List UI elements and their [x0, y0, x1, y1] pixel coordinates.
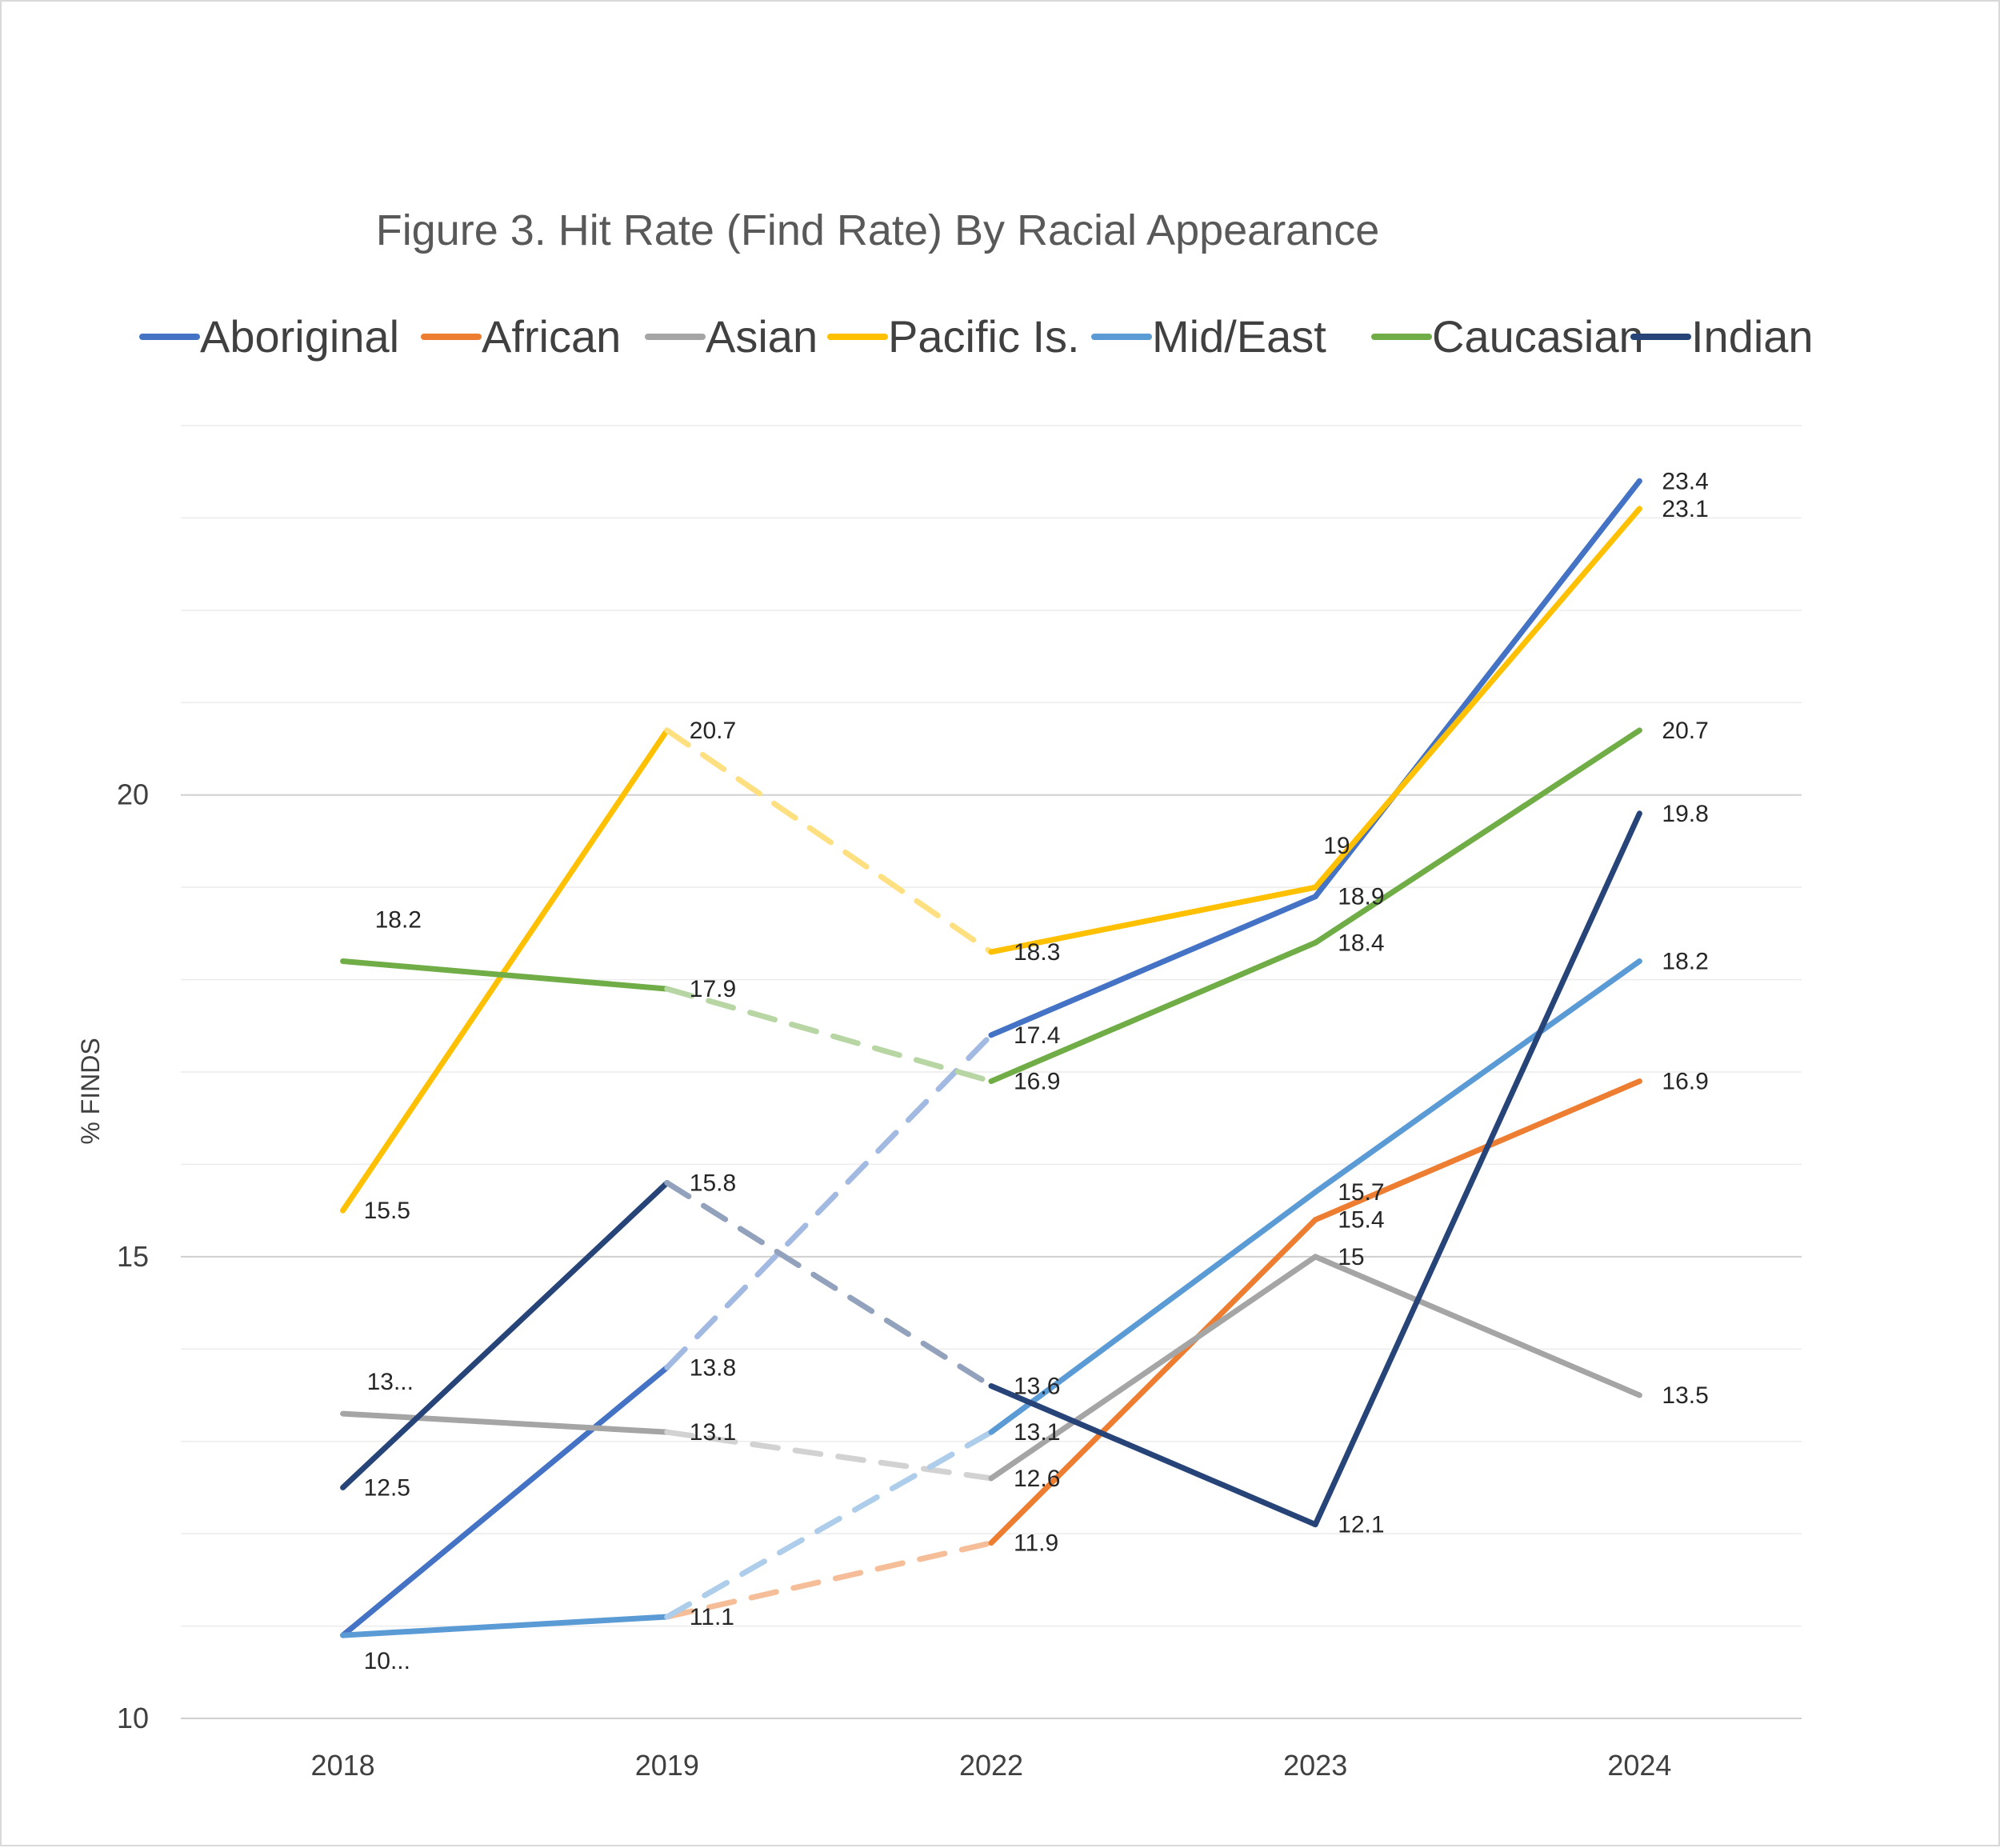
- data-label: 23.1: [1662, 496, 1708, 522]
- series-segment: [988, 1217, 1318, 1546]
- data-label: 19: [1323, 833, 1350, 859]
- data-label: 10...: [364, 1648, 410, 1674]
- series-lines: [340, 478, 1642, 1638]
- series-segment: [340, 727, 670, 1214]
- series-group: [340, 478, 1642, 1638]
- x-tick-label: 2024: [1607, 1749, 1671, 1782]
- series-group: [340, 506, 1642, 1214]
- series-segment: [1312, 1254, 1642, 1398]
- series-segment: [1312, 958, 1642, 1195]
- legend-entry: Asian: [706, 311, 818, 362]
- data-label: 15.8: [690, 1170, 736, 1197]
- data-label: 18.2: [1662, 948, 1708, 974]
- legend-entry: Aboriginal: [200, 311, 399, 362]
- data-label: 18.4: [1338, 930, 1384, 956]
- data-label: 20.7: [1662, 718, 1708, 744]
- series-segment: [340, 1180, 670, 1490]
- y-tick-label: 10: [117, 1702, 149, 1734]
- series-group: [664, 1078, 1642, 1620]
- data-label: 20.7: [690, 718, 736, 744]
- series-segment: [988, 1254, 1318, 1482]
- legend-entry: Pacific Is.: [888, 311, 1080, 362]
- series-segment-dashed: [664, 986, 994, 1085]
- data-label: 17.9: [690, 976, 736, 1002]
- x-tick-label: 2018: [311, 1749, 375, 1782]
- data-label: 23.4: [1662, 468, 1708, 494]
- x-tick-label: 2023: [1283, 1749, 1347, 1782]
- series-segment-dashed: [664, 1429, 994, 1620]
- data-label: 13.1: [690, 1419, 736, 1446]
- series-segment-dashed: [664, 1540, 994, 1620]
- series-segment-dashed: [664, 1180, 994, 1389]
- series-segment: [1312, 810, 1642, 1528]
- chart-title: Figure 3. Hit Rate (Find Rate) By Racial…: [376, 206, 1380, 254]
- data-label: 11.9: [1014, 1530, 1058, 1557]
- series-group: [340, 1254, 1642, 1482]
- data-label: 12.6: [1014, 1466, 1060, 1492]
- data-label: 17.4: [1014, 1022, 1060, 1049]
- data-label: 18.2: [375, 906, 422, 933]
- series-group: [340, 727, 1642, 1085]
- data-label: 15.4: [1338, 1207, 1384, 1234]
- legend-entry: African: [482, 311, 621, 362]
- y-tick-label: 15: [117, 1240, 149, 1273]
- x-tick-label: 2019: [635, 1749, 699, 1782]
- legend: Aboriginal African Asian Pacific Is. Mid/Eas…: [139, 311, 1814, 362]
- legend-entry: Indian: [1691, 311, 1814, 362]
- data-label: 13.1: [1014, 1419, 1060, 1446]
- series-segment-dashed: [664, 1032, 994, 1370]
- series-segment: [340, 958, 670, 992]
- data-label: 15.5: [364, 1198, 410, 1224]
- data-label: 13.6: [1014, 1373, 1060, 1399]
- series-segment: [1312, 506, 1642, 890]
- data-label: 16.9: [1662, 1069, 1708, 1095]
- series-segment: [340, 1410, 670, 1435]
- data-label: 13.5: [1662, 1382, 1708, 1409]
- x-tick-label: 2022: [959, 1749, 1023, 1782]
- data-labels: 10... 13.8 17.4 18.9 23.4 11.9 15.4 16.9 13... 13…: [364, 468, 1709, 1674]
- data-label: 18.9: [1338, 884, 1384, 910]
- series-segment: [340, 1364, 670, 1638]
- data-label: 16.9: [1014, 1069, 1060, 1095]
- data-label: 19.8: [1662, 801, 1708, 827]
- legend-entry: Caucasian: [1432, 311, 1644, 362]
- series-segment-dashed: [664, 727, 994, 955]
- series-segment: [988, 884, 1318, 955]
- series-segment: [988, 894, 1318, 1038]
- data-label: 15: [1338, 1244, 1364, 1270]
- y-axis-title: % FINDS: [76, 1038, 105, 1144]
- data-label: 13.8: [690, 1354, 736, 1381]
- series-segment-dashed: [664, 1429, 994, 1482]
- y-tick-label: 20: [117, 778, 149, 811]
- series-group: [340, 810, 1642, 1528]
- series-segment: [1312, 1078, 1642, 1223]
- series-segment: [988, 1382, 1318, 1528]
- series-segment: [988, 939, 1318, 1085]
- gridlines: [181, 425, 1802, 1719]
- series-segment: [340, 1614, 670, 1638]
- series-segment: [1312, 727, 1642, 946]
- data-label: 12.5: [364, 1474, 410, 1501]
- series-segment: [988, 1189, 1318, 1435]
- data-label: 15.7: [1338, 1179, 1384, 1206]
- legend-entry: Mid/East: [1152, 311, 1326, 362]
- data-label: 12.1: [1338, 1512, 1384, 1538]
- data-label: 18.3: [1014, 939, 1060, 966]
- data-label: 13...: [367, 1369, 414, 1395]
- data-label: 11.1: [690, 1604, 734, 1630]
- y-axis-ticks: 10 15 20: [117, 778, 149, 1734]
- x-axis-ticks: 2018 2019 2022 2023 2024: [311, 1749, 1672, 1782]
- series-group: [340, 958, 1642, 1638]
